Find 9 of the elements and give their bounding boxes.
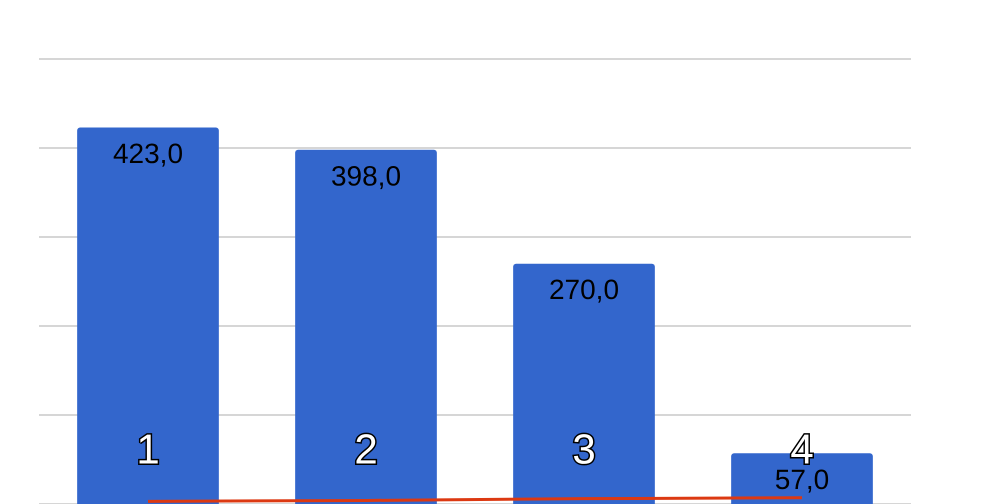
x-tick-label: 2 <box>354 426 378 472</box>
data-label: 423,0 <box>112 138 184 170</box>
data-label: 270,0 <box>548 274 620 306</box>
x-tick-label: 3 <box>572 426 596 472</box>
x-tick-label: 1 <box>136 426 160 472</box>
bar <box>77 128 219 504</box>
bar <box>295 150 437 504</box>
data-label: 398,0 <box>330 160 402 192</box>
bar <box>513 264 655 504</box>
